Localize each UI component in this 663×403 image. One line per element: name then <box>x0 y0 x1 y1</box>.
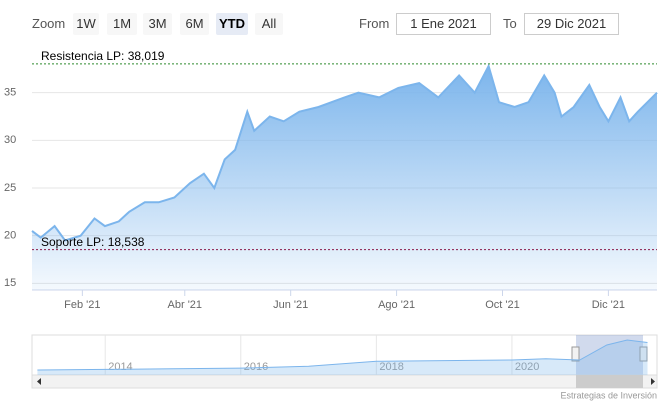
range-button[interactable]: 1W <box>73 13 99 35</box>
range-button[interactable]: 3M <box>143 13 172 35</box>
line <box>37 339 648 371</box>
x-tick-label: Jun '21 <box>273 299 308 311</box>
line <box>31 63 658 242</box>
scrollbar-track[interactable] <box>31 374 658 389</box>
x-tick-label: Oct '21 <box>485 299 520 311</box>
zoom-label: Zoom <box>32 16 66 31</box>
range-button[interactable]: YTD <box>216 13 248 35</box>
navigator-tick-label: 2020 <box>515 361 539 373</box>
navigator-selection[interactable] <box>576 335 643 375</box>
navigator-tick-label: 2018 <box>379 361 403 373</box>
y-tick-label: 25 <box>4 182 16 194</box>
scrollbar-thumb[interactable] <box>576 375 643 388</box>
range-button[interactable]: 6M <box>180 13 209 35</box>
scroll-right-arrow[interactable] <box>651 378 655 385</box>
area <box>32 66 657 290</box>
y-tick-label: 15 <box>4 277 16 289</box>
x-tick-label: Feb '21 <box>64 299 100 311</box>
y-tick-label: 35 <box>4 87 16 99</box>
navigator-handle[interactable] <box>571 346 580 362</box>
from-label: From <box>359 16 390 31</box>
y-tick-label: 30 <box>4 134 16 146</box>
area <box>37 340 648 375</box>
plot-line-label: Soporte LP: 18,538 <box>41 235 145 249</box>
scroll-left-arrow[interactable] <box>37 378 41 385</box>
from-input[interactable]: 1 Ene 2021 <box>396 13 491 35</box>
credit: Estrategias de Inversión <box>560 390 657 400</box>
to-input[interactable]: 29 Dic 2021 <box>524 13 619 35</box>
range-button[interactable]: All <box>255 13 283 35</box>
to-label: To <box>503 16 517 31</box>
navigator-handle[interactable] <box>639 346 648 362</box>
y-tick-label: 20 <box>4 230 16 242</box>
navigator-tick-label: 2016 <box>244 361 268 373</box>
x-tick-label: Dic '21 <box>592 299 625 311</box>
x-tick-label: Abr '21 <box>168 299 203 311</box>
x-tick-label: Ago '21 <box>378 299 415 311</box>
navigator-tick-label: 2014 <box>108 361 132 373</box>
range-button[interactable]: 1M <box>107 13 137 35</box>
plot-line-label: Resistencia LP: 38,019 <box>41 49 165 63</box>
